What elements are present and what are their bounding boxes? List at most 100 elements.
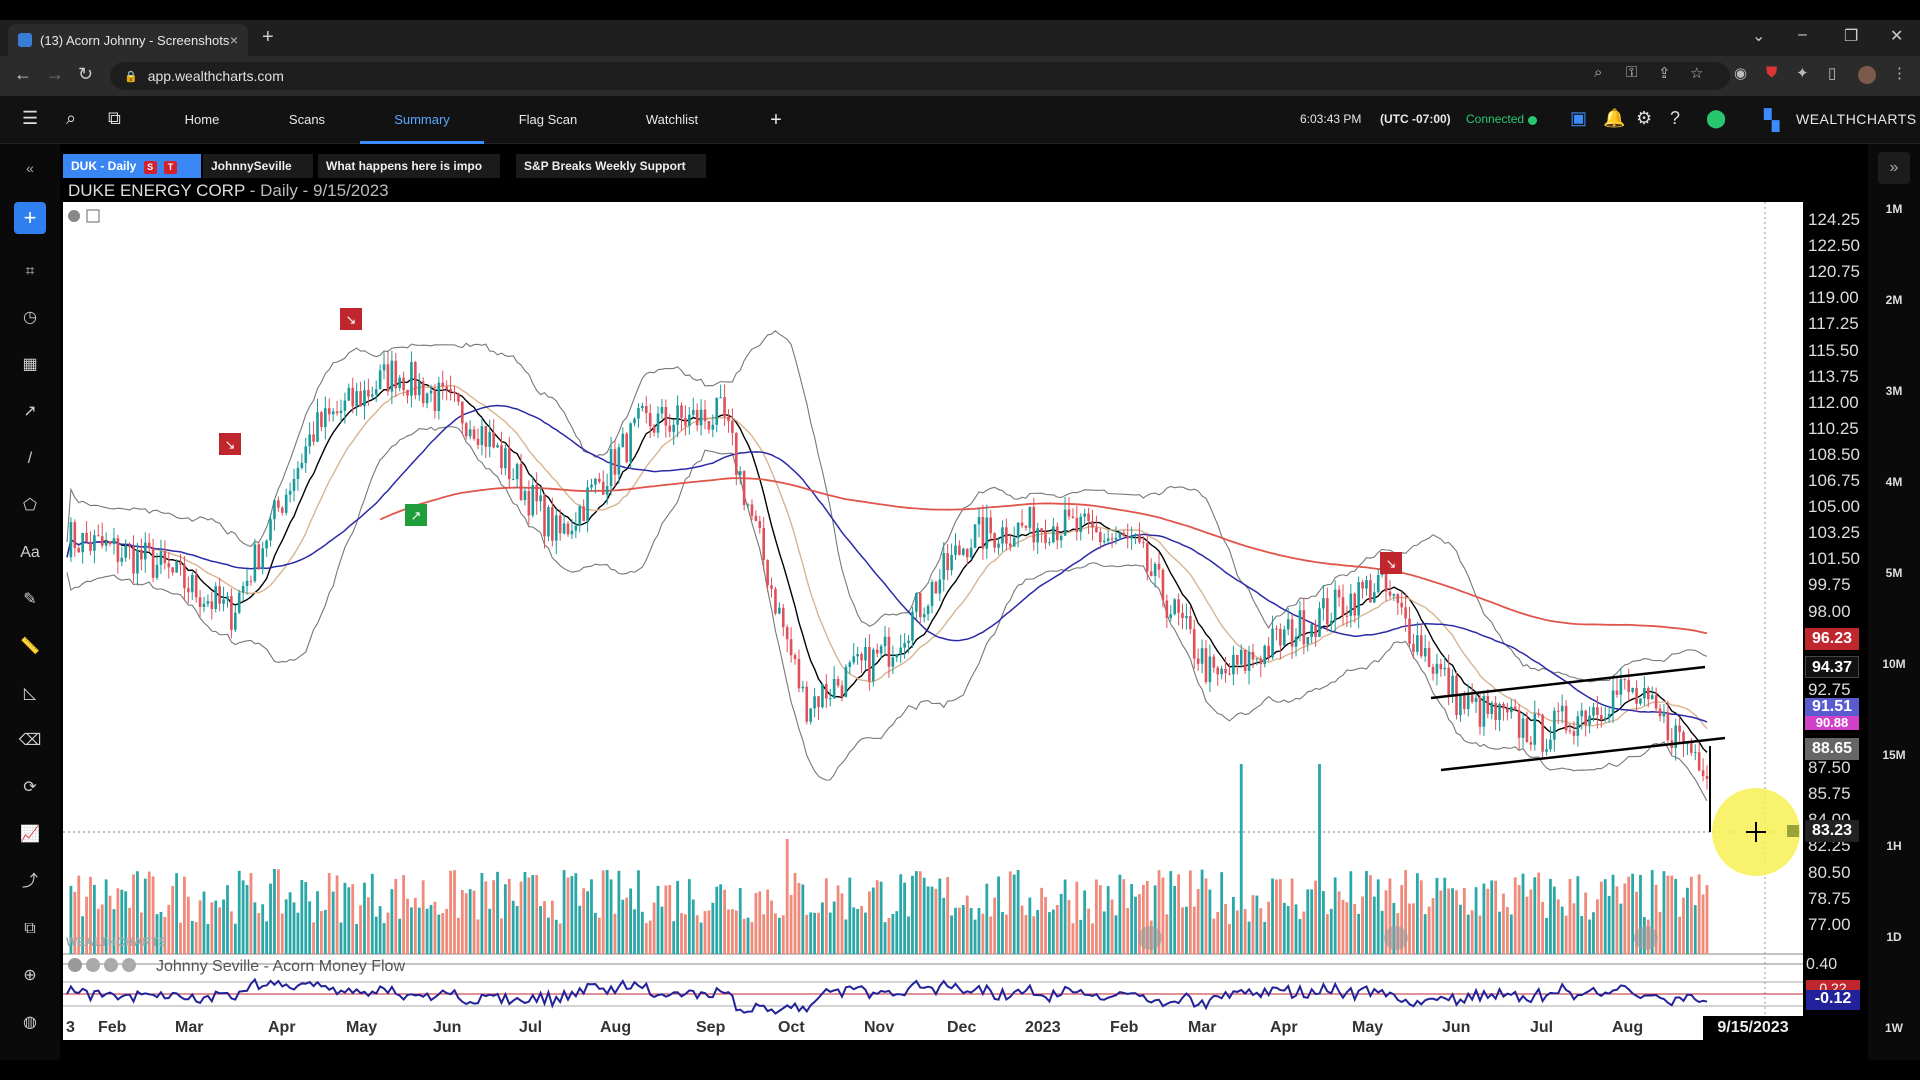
bookmark-star-icon[interactable]: ☆ [1690, 65, 1704, 82]
text-tool-icon[interactable]: Aa [20, 544, 40, 561]
trend-icon[interactable]: ↗ [23, 403, 37, 420]
clock-icon[interactable]: ◷ [23, 309, 37, 326]
chart-settings-icon[interactable] [68, 210, 80, 222]
indicator-icon[interactable]: 📈 [20, 826, 40, 843]
copy-icon[interactable]: ⧉ [24, 920, 36, 937]
volume-bar [316, 891, 319, 954]
nav-watchlist[interactable]: Watchlist [645, 112, 699, 127]
layouts-icon[interactable]: ⧉ [108, 108, 121, 128]
sell-signal-flag[interactable] [340, 308, 362, 330]
save-icon[interactable]: ▣ [1570, 108, 1588, 128]
profile-avatar[interactable] [1858, 66, 1876, 84]
volume-bar [457, 917, 460, 954]
globe-icon[interactable]: ◍ [23, 1014, 37, 1031]
price-chart-svg[interactable]: ↘ ↘ ↗ ↘ [63, 202, 1803, 1016]
timeframe-4m[interactable]: 4M [1885, 475, 1903, 489]
candle-body [1674, 725, 1677, 749]
nav-summary[interactable]: Summary [360, 96, 484, 144]
settings-gear-icon[interactable]: ⚙ [1636, 108, 1653, 128]
timeframe-10m[interactable]: 10M [1882, 657, 1906, 671]
sidebar-icon[interactable]: ▯ [1828, 65, 1837, 82]
chart-tab-what-happens[interactable]: What happens here is impo ... [318, 154, 500, 197]
timeframe-3m[interactable]: 3M [1885, 384, 1903, 398]
chart-expand-icon[interactable] [86, 209, 100, 223]
share-icon[interactable]: ⇪ [1658, 65, 1671, 82]
back-icon[interactable]: ← [14, 64, 32, 84]
measure-icon[interactable]: ◺ [23, 685, 37, 702]
timeframe-1d[interactable]: 1D [1886, 930, 1902, 944]
indicator-remove-icon[interactable] [68, 958, 82, 972]
chart-tab-duk[interactable]: DUK - Daily S T [63, 154, 201, 178]
channel-upper-line[interactable] [1430, 665, 1706, 700]
volume-bar [1259, 908, 1263, 954]
sell-signal-flag[interactable] [1380, 552, 1402, 574]
timeframe-5m[interactable]: 5M [1885, 566, 1903, 580]
add-nav-tab-button[interactable]: + [770, 109, 782, 131]
volume-bar [1318, 764, 1321, 954]
candle-body [1059, 535, 1063, 541]
hamburger-menu-icon[interactable]: ☰ [22, 108, 39, 128]
collapse-left-icon[interactable]: « [26, 160, 34, 176]
refresh-icon[interactable]: ⟳ [23, 779, 37, 796]
crosshair-icon[interactable]: ⊕ [23, 967, 37, 984]
cursor-add-icon[interactable] [1787, 825, 1799, 837]
volume-bar [81, 916, 85, 954]
browser-menu-icon[interactable]: ⋮ [1892, 65, 1907, 82]
location-pin-icon[interactable]: ⬤ [1706, 108, 1727, 128]
close-window-icon[interactable]: ✕ [1890, 28, 1904, 45]
zoom-icon[interactable]: ⌕ [1594, 64, 1603, 81]
ruler-icon[interactable]: 📏 [20, 638, 40, 655]
candle-body [1682, 732, 1685, 745]
timeframe-15m[interactable]: 15M [1882, 748, 1906, 762]
candle-body [402, 377, 405, 391]
volume-bar [1130, 884, 1134, 954]
minimize-icon[interactable]: – [1798, 26, 1807, 43]
channel-lower-line[interactable] [1440, 736, 1726, 772]
extension-icon[interactable]: ◉ [1734, 65, 1748, 82]
tab-search-icon[interactable]: ⌄ [1752, 28, 1766, 45]
candle-body [1052, 526, 1055, 543]
volume-bar [742, 918, 746, 954]
calendar-icon[interactable]: ▦ [22, 356, 38, 373]
time-axis[interactable] [63, 1016, 1803, 1040]
line-tool-icon[interactable]: / [27, 450, 33, 467]
buy-signal-flag[interactable] [405, 504, 427, 526]
help-icon[interactable]: ? [1670, 108, 1681, 128]
reload-icon[interactable]: ↻ [78, 64, 94, 84]
timeframe-1m[interactable]: 1M [1885, 202, 1903, 216]
add-tool-button[interactable]: + [14, 202, 46, 234]
volume-bar [774, 913, 777, 954]
nav-home[interactable]: Home [184, 112, 220, 127]
sell-signal-flag[interactable] [219, 433, 241, 455]
nav-scans[interactable]: Scans [288, 112, 326, 127]
indicator-visibility-icon[interactable] [104, 958, 118, 972]
ublock-icon[interactable]: ⛊ [1766, 64, 1778, 81]
notification-bell-icon[interactable]: 🔔 [1603, 108, 1626, 128]
timeframe-1w[interactable]: 1W [1885, 1021, 1903, 1035]
expand-right-icon[interactable]: » [1878, 152, 1910, 184]
forward-icon[interactable]: → [46, 64, 64, 84]
browser-tab[interactable]: (13) Acorn Johnny - Screenshots × [8, 24, 248, 56]
path-tool-icon[interactable]: ⤴ [21, 873, 38, 890]
key-icon[interactable]: ⚿ [1626, 64, 1638, 81]
indicator-settings-icon[interactable] [86, 958, 100, 972]
brush-tool-icon[interactable]: ✎ [23, 591, 37, 608]
timeframe-2m[interactable]: 2M [1885, 293, 1903, 307]
volume-bar [1298, 919, 1302, 954]
close-tab-icon[interactable]: × [229, 32, 238, 48]
search-icon[interactable]: ⌕ [66, 108, 77, 128]
shape-tool-icon[interactable]: ⬠ [23, 497, 37, 514]
chart-type-icon[interactable]: ⌗ [25, 263, 35, 280]
chart-tab-johnnyseville[interactable]: JohnnySeville [203, 154, 313, 178]
nav-flag-scan[interactable]: Flag Scan [518, 112, 578, 127]
puzzle-icon[interactable]: ✦ [1796, 65, 1809, 82]
eraser-icon[interactable]: ⌫ [18, 732, 42, 749]
new-tab-button[interactable]: + [262, 26, 274, 48]
candle-body [269, 519, 272, 541]
candle-body [1678, 725, 1681, 733]
timeframe-1h[interactable]: 1H [1886, 839, 1902, 853]
url-field[interactable]: 🔒 app.wealthcharts.com [110, 62, 1730, 90]
chart-tab-sp-breaks[interactable]: S&P Breaks Weekly Support [516, 154, 706, 178]
indicator-info-icon[interactable] [122, 958, 136, 972]
restore-icon[interactable]: ❐ [1844, 28, 1859, 45]
